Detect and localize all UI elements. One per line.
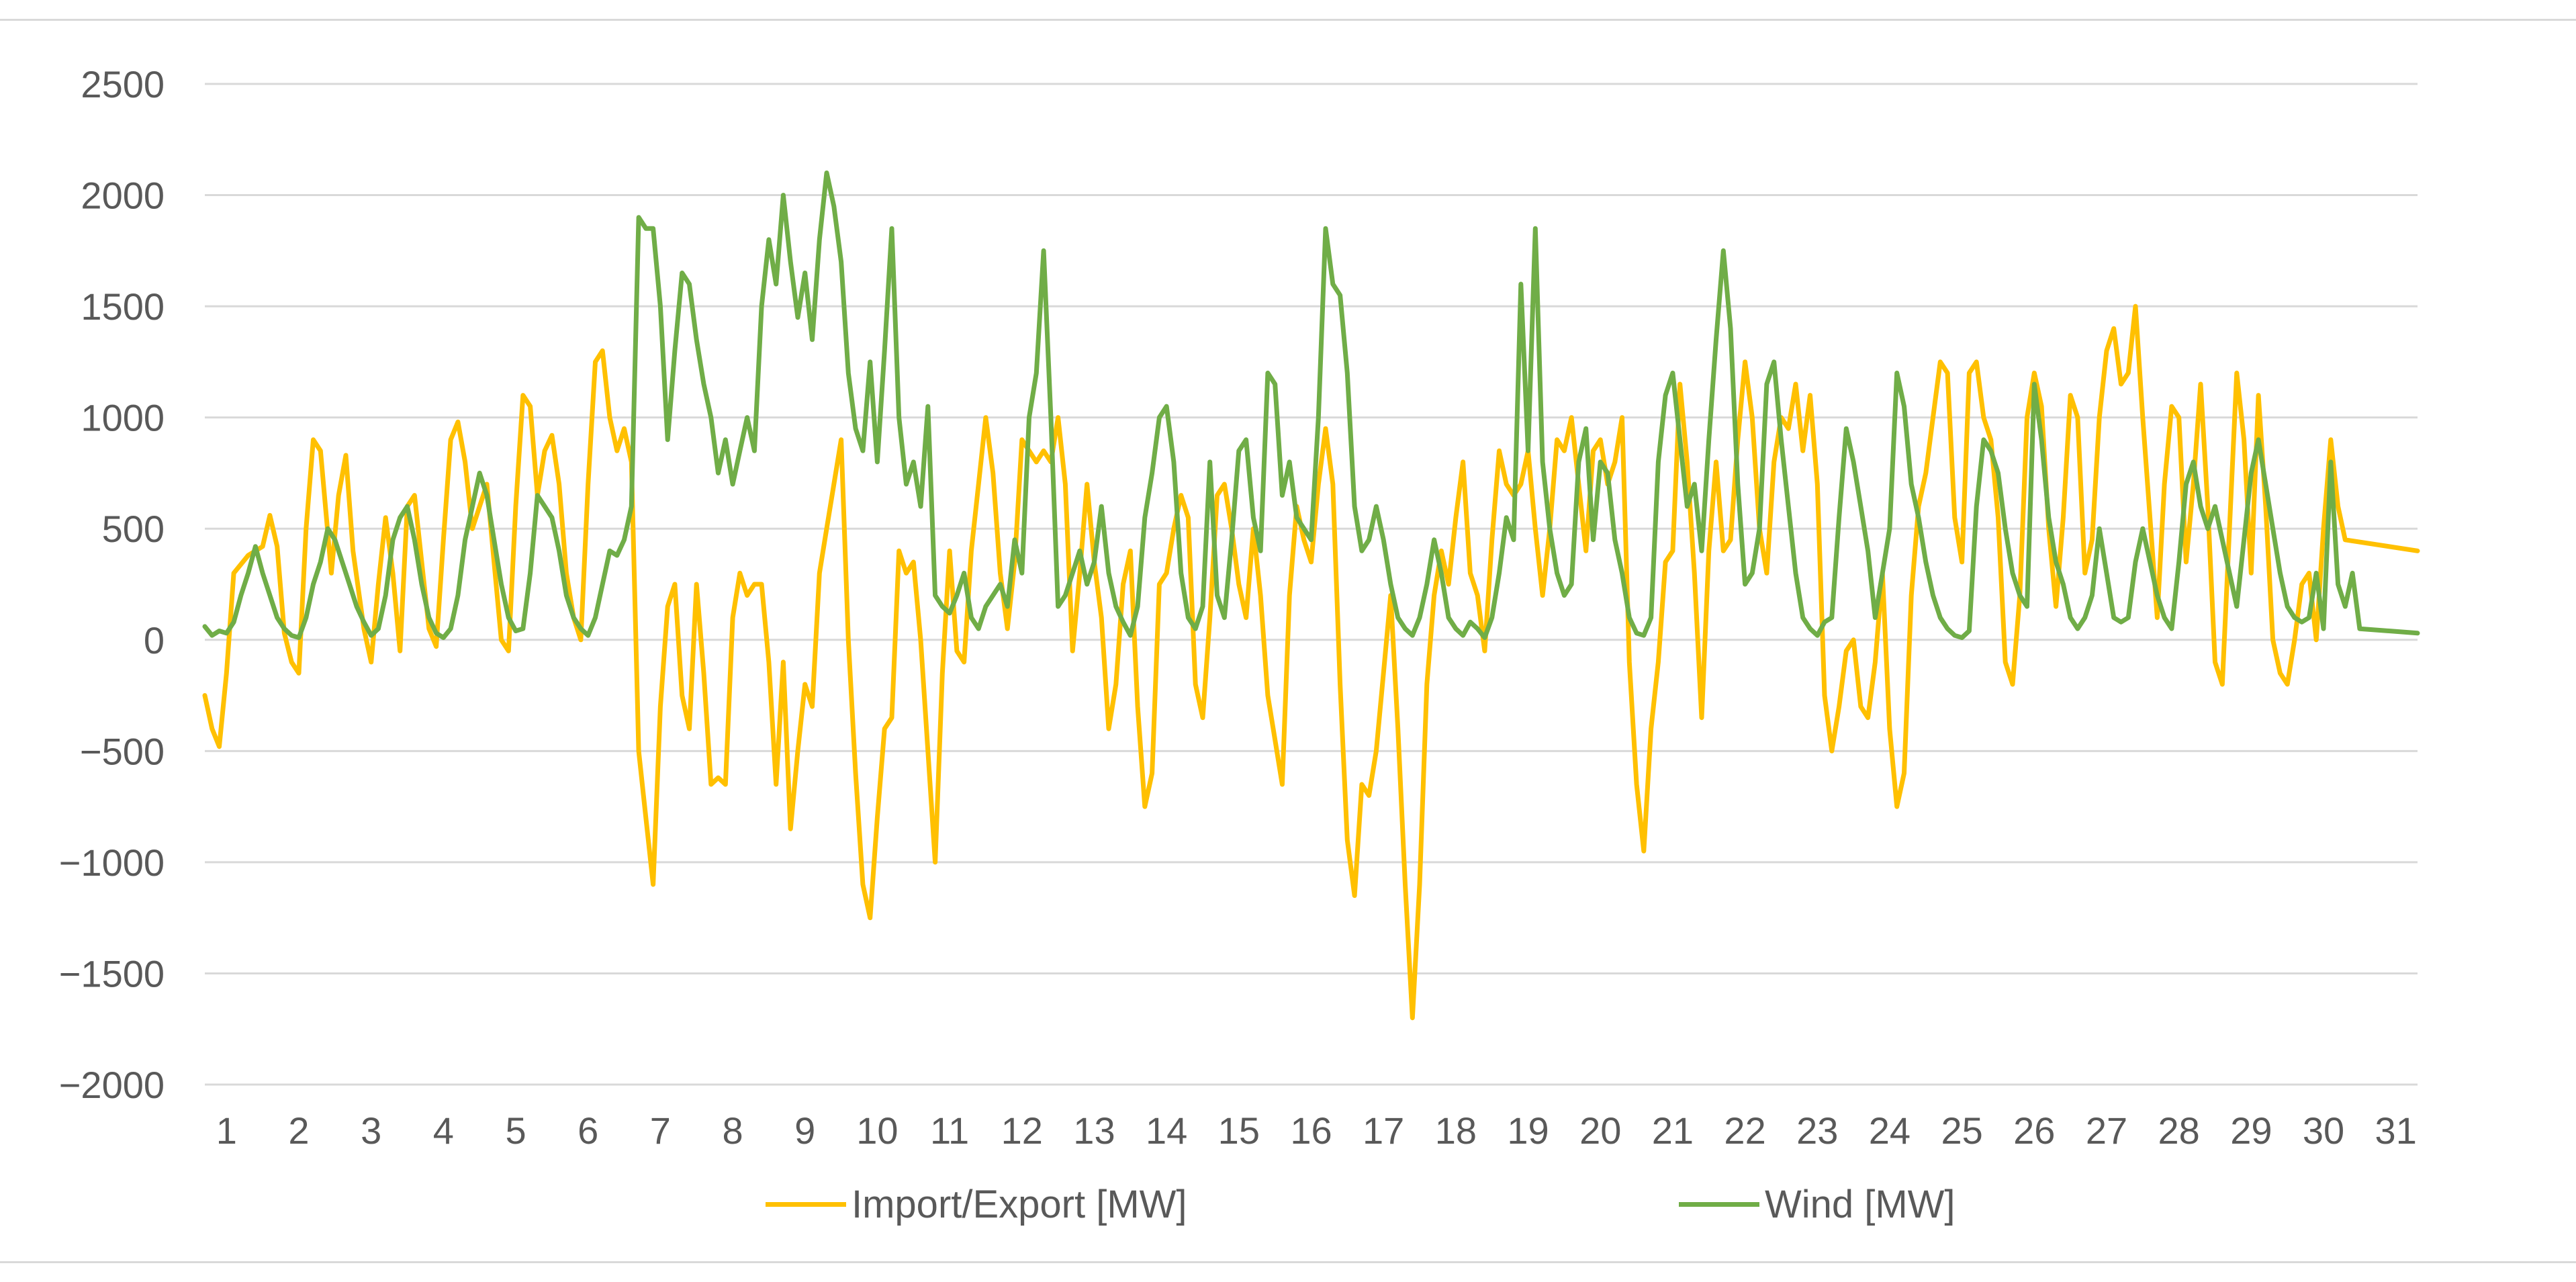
y-tick-labels: −2000 −1500 −1000 −500 0 500 1000 1500 2000 2500 [59, 63, 165, 1106]
legend-label-wind: Wind [MW] [1765, 1183, 1956, 1226]
x-tick-label: 27 [2086, 1109, 2127, 1152]
x-tick-label: 12 [1001, 1109, 1043, 1152]
x-tick-label: 29 [2230, 1109, 2272, 1152]
series-line-wind [202, 170, 2420, 640]
top-border [0, 19, 2576, 21]
x-tick-label: 14 [1146, 1109, 1187, 1152]
x-tick-label: 19 [1507, 1109, 1549, 1152]
x-tick-label: 4 [433, 1109, 454, 1152]
series-line-import-export [202, 304, 2420, 1021]
x-tick-label: 7 [650, 1109, 671, 1152]
legend-item-wind: Wind [MW] [1679, 1182, 1956, 1227]
x-tick-label: 24 [1869, 1109, 1911, 1152]
x-tick-label: 30 [2303, 1109, 2344, 1152]
gridlines [205, 83, 2418, 1086]
legend-swatch-wind [1679, 1202, 1759, 1207]
y-tick-label: 0 [144, 619, 165, 661]
x-tick-labels: 1 2 3 4 5 6 7 8 9 10 11 12 13 14 15 16 17 18 19 20 21 22 23 24 2… [216, 1109, 2417, 1152]
series-lines [202, 170, 2420, 1021]
x-tick-label: 5 [505, 1109, 526, 1152]
axes [205, 639, 2418, 1086]
x-tick-label: 18 [1435, 1109, 1477, 1152]
legend-label-import-export: Import/Export [MW] [852, 1183, 1187, 1226]
x-tick-label: 25 [1941, 1109, 1982, 1152]
x-tick-label: 3 [361, 1109, 381, 1152]
bottom-border [0, 1261, 2576, 1263]
y-tick-label: 2500 [81, 63, 165, 105]
x-tick-label: 9 [794, 1109, 815, 1152]
x-tick-label: 10 [856, 1109, 898, 1152]
y-tick-label: −2000 [59, 1064, 165, 1106]
x-tick-label: 20 [1579, 1109, 1621, 1152]
x-tick-label: 22 [1724, 1109, 1765, 1152]
x-tick-label: 21 [1652, 1109, 1694, 1152]
x-tick-label: 15 [1218, 1109, 1260, 1152]
x-tick-label: 6 [578, 1109, 598, 1152]
x-tick-label: 11 [930, 1109, 969, 1152]
y-tick-label: 2000 [81, 175, 165, 217]
y-tick-label: −1500 [59, 952, 165, 995]
y-tick-label: −1000 [59, 841, 165, 884]
y-tick-label: 1000 [81, 397, 165, 439]
x-tick-label: 16 [1290, 1109, 1332, 1152]
y-tick-label: 1500 [81, 285, 165, 328]
x-tick-label: 31 [2375, 1109, 2417, 1152]
legend-item-import-export: Import/Export [MW] [766, 1182, 1187, 1227]
y-tick-label: 500 [102, 508, 165, 550]
x-tick-label: 26 [2013, 1109, 2055, 1152]
x-tick-label: 2 [288, 1109, 309, 1152]
x-tick-label: 1 [216, 1109, 237, 1152]
x-tick-label: 17 [1363, 1109, 1404, 1152]
legend-swatch-import-export [766, 1202, 846, 1207]
x-tick-label: 8 [722, 1109, 743, 1152]
x-tick-label: 28 [2158, 1109, 2200, 1152]
x-tick-label: 23 [1796, 1109, 1838, 1152]
x-tick-label: 13 [1073, 1109, 1115, 1152]
y-tick-label: −500 [80, 730, 165, 772]
